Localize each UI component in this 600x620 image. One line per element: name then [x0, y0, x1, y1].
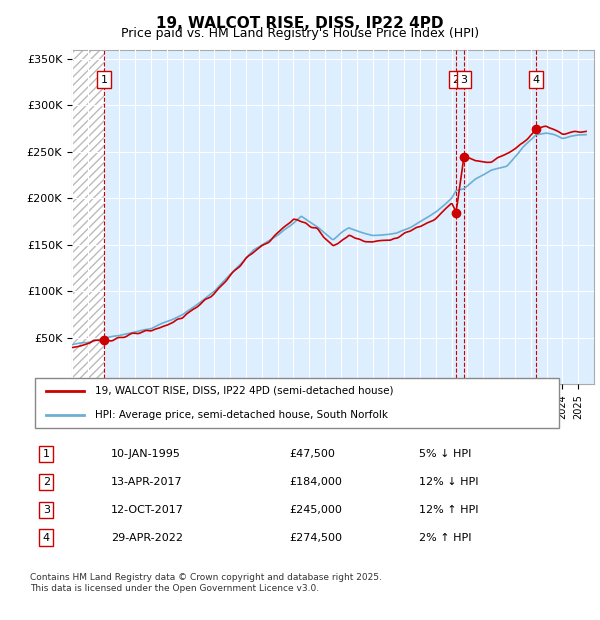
Text: £47,500: £47,500 [289, 449, 335, 459]
Text: 3: 3 [43, 505, 50, 515]
Text: 29-APR-2022: 29-APR-2022 [111, 533, 183, 542]
Bar [104, 50, 594, 384]
Text: £245,000: £245,000 [289, 505, 342, 515]
Text: HPI: Average price, semi-detached house, South Norfolk: HPI: Average price, semi-detached house,… [95, 410, 388, 420]
Text: 5% ↓ HPI: 5% ↓ HPI [419, 449, 471, 459]
Text: 19, WALCOT RISE, DISS, IP22 4PD: 19, WALCOT RISE, DISS, IP22 4PD [156, 16, 444, 30]
Bar [72, 50, 104, 384]
Text: £274,500: £274,500 [289, 533, 342, 542]
Text: Contains HM Land Registry data © Crown copyright and database right 2025.
This d: Contains HM Land Registry data © Crown c… [30, 574, 382, 593]
Text: 4: 4 [43, 533, 50, 542]
Text: 2: 2 [43, 477, 50, 487]
Text: £184,000: £184,000 [289, 477, 342, 487]
Text: 1: 1 [43, 449, 50, 459]
Text: 2% ↑ HPI: 2% ↑ HPI [419, 533, 472, 542]
Text: 12% ↑ HPI: 12% ↑ HPI [419, 505, 478, 515]
Text: 2: 2 [452, 75, 460, 85]
Text: 12% ↓ HPI: 12% ↓ HPI [419, 477, 478, 487]
Text: 13-APR-2017: 13-APR-2017 [111, 477, 182, 487]
Text: 4: 4 [532, 75, 539, 85]
Text: 1: 1 [101, 75, 107, 85]
Text: 10-JAN-1995: 10-JAN-1995 [111, 449, 181, 459]
Text: 3: 3 [460, 75, 467, 85]
Text: 12-OCT-2017: 12-OCT-2017 [111, 505, 184, 515]
Bar [72, 50, 104, 384]
FancyBboxPatch shape [35, 378, 559, 428]
Text: 19, WALCOT RISE, DISS, IP22 4PD (semi-detached house): 19, WALCOT RISE, DISS, IP22 4PD (semi-de… [95, 386, 394, 396]
Text: Price paid vs. HM Land Registry's House Price Index (HPI): Price paid vs. HM Land Registry's House … [121, 27, 479, 40]
